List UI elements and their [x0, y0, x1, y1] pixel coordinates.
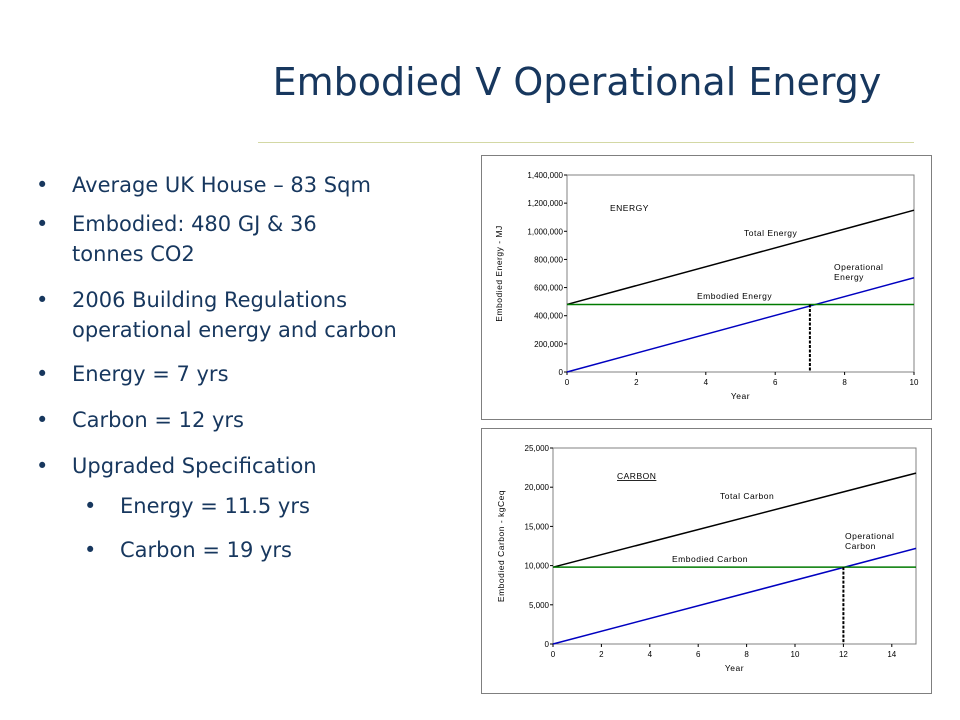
bullet-item: Embodied: 480 GJ & 36 tonnes CO2 — [36, 209, 392, 269]
slide-title: Embodied V Operational Energy — [0, 52, 960, 112]
y-tick-label: 800,000 — [534, 255, 563, 264]
series-line-1 — [566, 276, 915, 373]
series-label-2: Embodied Energy — [697, 291, 772, 301]
series-label-1-line2: Energy — [834, 272, 864, 282]
x-tick-label: 14 — [887, 650, 896, 659]
y-tick-label: 0 — [545, 640, 550, 649]
y-tick-label: 10,000 — [525, 562, 550, 571]
y-tick-label: 200,000 — [534, 340, 563, 349]
bullet-item: Energy = 7 yrs — [36, 359, 456, 389]
title-divider — [258, 142, 914, 143]
y-tick-label: 1,000,000 — [527, 227, 563, 236]
x-tick-label: 8 — [842, 378, 847, 387]
x-tick-label: 0 — [551, 650, 556, 659]
bullet-list: Average UK House – 83 Sqm Embodied: 480 … — [36, 170, 456, 565]
series-label-2: Embodied Carbon — [672, 554, 748, 564]
energy-chart: 0 200,000 400,000 600,000 800,000 1,000,000 1,… — [481, 155, 932, 420]
series-line-0 — [552, 472, 917, 568]
x-axis-title: Year — [725, 663, 744, 673]
carbon-chart: 0 5,000 10,000 15,000 20,000 25,000 0 2 4 6 8 10 12 1… — [481, 428, 932, 694]
x-tick-label: 8 — [744, 650, 749, 659]
series-label-0: Total Carbon — [720, 491, 774, 501]
y-tick-label: 0 — [559, 368, 564, 377]
bullet-item: Carbon = 12 yrs — [36, 405, 456, 435]
bullet-item: Average UK House – 83 Sqm — [36, 170, 456, 200]
x-tick-label: 12 — [839, 650, 848, 659]
slide-title-text: Embodied V Operational Energy — [272, 60, 882, 104]
x-tick-label: 4 — [704, 378, 709, 387]
x-tick-label: 2 — [599, 650, 604, 659]
y-tick-label: 600,000 — [534, 284, 563, 293]
x-tick-label: 6 — [773, 378, 778, 387]
y-tick-label: 15,000 — [525, 522, 550, 531]
y-tick-label: 400,000 — [534, 312, 563, 321]
sub-bullet-item: Energy = 11.5 yrs — [36, 491, 456, 521]
bullet-item: Upgraded Specification — [36, 451, 456, 481]
y-axis-title: Embodied Energy - MJ — [494, 225, 504, 321]
x-tick-label: 2 — [634, 378, 639, 387]
series-line-1 — [552, 547, 917, 645]
x-tick-label: 10 — [791, 650, 800, 659]
energy-chart-svg: 0 200,000 400,000 600,000 800,000 1,000,000 1,… — [494, 171, 919, 401]
series-label-1: Operational — [834, 262, 883, 272]
series-label-0: Total Energy — [744, 228, 797, 238]
chart-title: CARBON — [617, 471, 656, 481]
y-tick-label: 5,000 — [529, 601, 550, 610]
y-tick-label: 20,000 — [525, 483, 550, 492]
series-label-1-line2: Carbon — [845, 541, 876, 551]
x-axis-title: Year — [731, 391, 750, 401]
plot-area — [566, 174, 915, 373]
sub-bullet-item: Carbon = 19 yrs — [36, 535, 456, 565]
x-tick-label: 6 — [696, 650, 701, 659]
y-axis-title: Embodied Carbon - kgCeq — [496, 490, 506, 602]
x-tick-label: 10 — [910, 378, 919, 387]
carbon-chart-svg: 0 5,000 10,000 15,000 20,000 25,000 0 2 4 6 8 10 12 1… — [496, 444, 917, 673]
x-tick-label: 0 — [565, 378, 570, 387]
chart-title: ENERGY — [610, 203, 649, 213]
bullet-item: 2006 Building Regulations operational en… — [36, 285, 412, 345]
y-tick-label: 1,200,000 — [527, 199, 563, 208]
series-line-0 — [566, 209, 915, 306]
y-tick-label: 1,400,000 — [527, 171, 563, 180]
series-label-1: Operational — [845, 531, 894, 541]
y-tick-label: 25,000 — [525, 444, 550, 453]
plot-area — [552, 447, 917, 645]
x-tick-label: 4 — [648, 650, 653, 659]
